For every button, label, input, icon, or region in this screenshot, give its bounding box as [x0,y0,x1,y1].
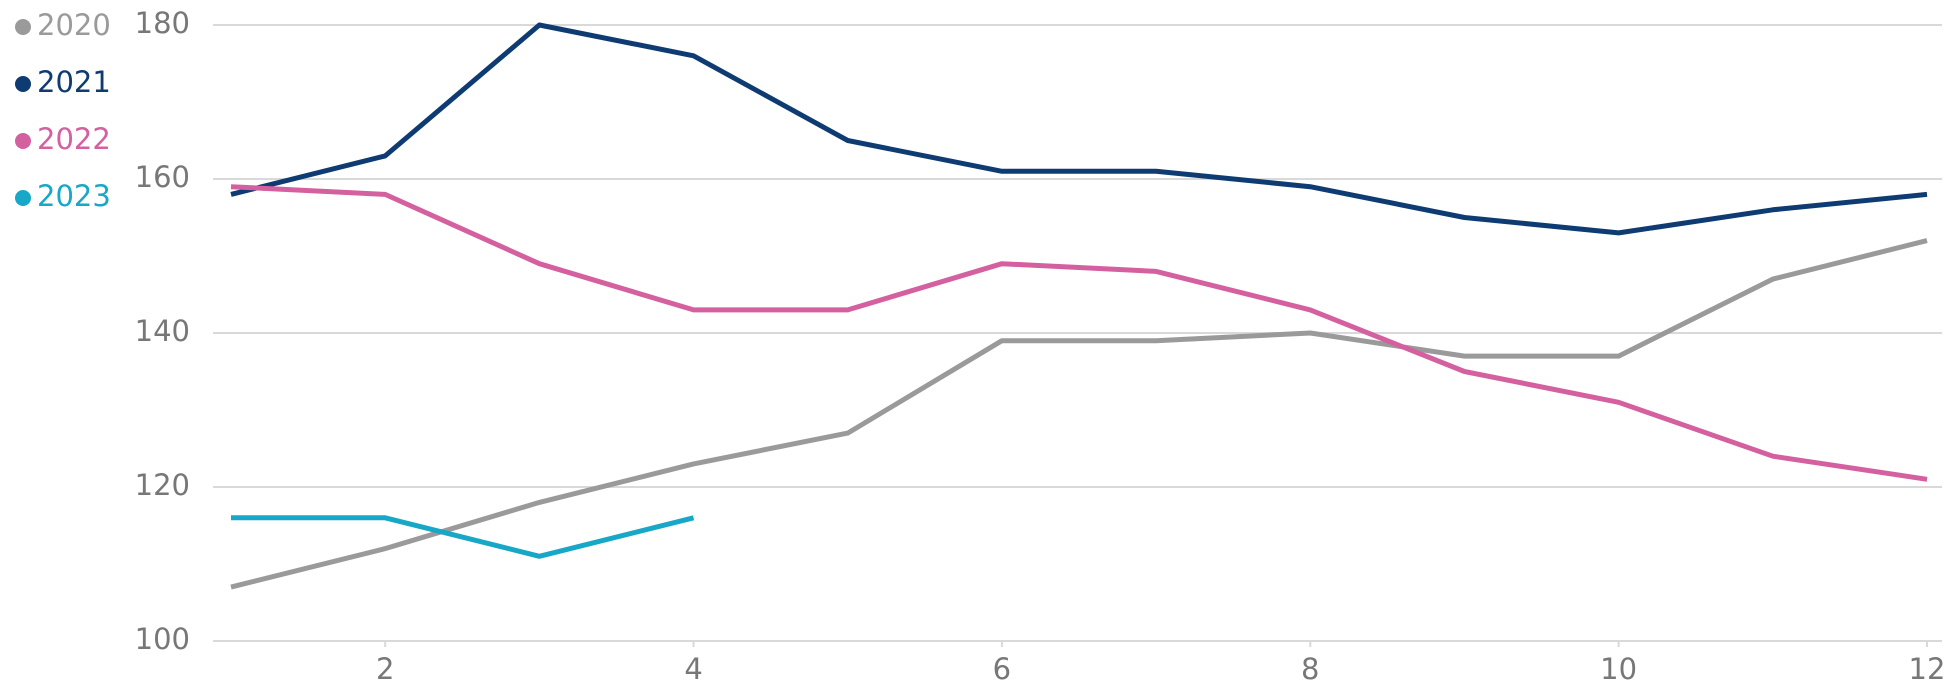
y-tick-label: 180 [135,6,190,40]
x-tick-label: 4 [684,652,702,686]
legend-label: 2020 [37,8,111,42]
x-tick-label: 12 [1909,652,1946,686]
y-tick-label: 140 [135,314,190,348]
y-tick-label: 160 [135,160,190,194]
x-tick-label: 10 [1600,652,1637,686]
series-line [230,238,1928,590]
series-line [230,184,1928,482]
legend-marker [15,76,31,92]
legend-label: 2023 [37,179,111,213]
legend-marker [15,19,31,35]
x-tick-label: 6 [993,652,1011,686]
series-line [231,515,695,559]
x-tick-label: 8 [1301,652,1319,686]
y-tick-label: 120 [135,468,190,502]
x-tick-label: 2 [376,652,394,686]
series-line [230,22,1928,236]
legend-label: 2021 [37,65,111,99]
legend-marker [15,190,31,206]
y-tick-label: 100 [135,622,190,656]
legend-label: 2022 [37,122,111,156]
legend-marker [15,133,31,149]
